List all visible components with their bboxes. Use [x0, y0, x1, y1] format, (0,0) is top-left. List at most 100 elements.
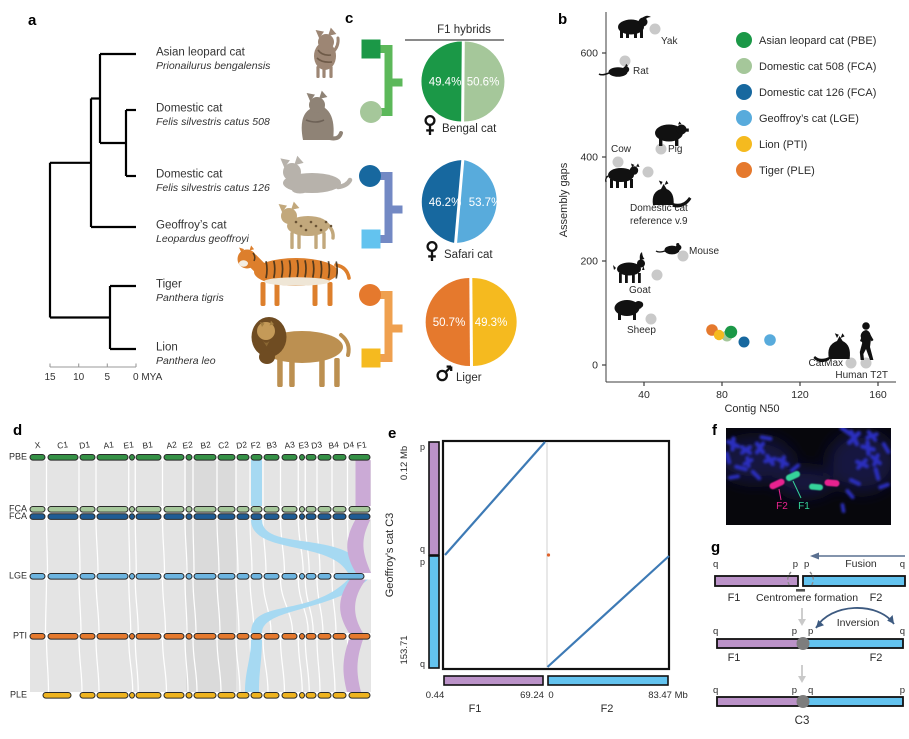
svg-text:F1: F1 [798, 501, 810, 512]
svg-text:Cow: Cow [611, 144, 632, 155]
svg-text:10: 10 [73, 372, 85, 383]
svg-text:Asian leopard cat (PBE): Asian leopard cat (PBE) [759, 35, 876, 47]
svg-text:PBE: PBE [9, 452, 27, 462]
svg-text:D2: D2 [236, 439, 248, 450]
svg-text:Felis silvestris catus 126: Felis silvestris catus 126 [156, 182, 270, 194]
svg-text:F2: F2 [601, 703, 614, 715]
svg-text:F2: F2 [250, 439, 261, 450]
svg-text:a: a [28, 12, 37, 29]
svg-text:Yak: Yak [661, 36, 678, 47]
svg-text:p: p [792, 626, 797, 637]
svg-text:Fusion: Fusion [845, 558, 877, 570]
svg-text:X: X [34, 440, 41, 451]
svg-text:E3: E3 [298, 439, 310, 450]
svg-text:q: q [713, 559, 718, 570]
svg-text:B3: B3 [266, 439, 278, 450]
svg-text:FCA: FCA [9, 504, 27, 514]
svg-text:83.47 Mb: 83.47 Mb [648, 690, 688, 701]
svg-text:A1: A1 [103, 439, 115, 450]
svg-text:49.3%: 49.3% [475, 317, 508, 329]
svg-text:F1 hybrids: F1 hybrids [437, 24, 491, 36]
svg-text:Domestic cat: Domestic cat [156, 169, 223, 181]
svg-text:Domestic cat 508 (FCA): Domestic cat 508 (FCA) [759, 61, 876, 73]
svg-text:C2: C2 [218, 439, 230, 450]
svg-text:p: p [420, 557, 425, 567]
svg-text:53.7%: 53.7% [469, 197, 502, 209]
svg-text:D4: D4 [343, 439, 355, 450]
svg-text:p: p [420, 442, 425, 452]
svg-text:600: 600 [580, 48, 598, 60]
svg-text:p: p [808, 626, 813, 637]
svg-text:F2: F2 [870, 652, 883, 664]
svg-text:C1: C1 [57, 439, 69, 450]
svg-text:Panthera leo: Panthera leo [156, 355, 216, 367]
svg-text:Geoffroy’s cat (LGE): Geoffroy’s cat (LGE) [759, 113, 859, 125]
svg-text:F1: F1 [728, 652, 741, 664]
svg-text:Mouse: Mouse [689, 246, 719, 257]
svg-text:F1: F1 [356, 439, 367, 450]
svg-text:120: 120 [791, 389, 809, 401]
svg-text:Lion: Lion [156, 342, 178, 354]
svg-text:F2: F2 [776, 501, 788, 512]
svg-text:Tiger (PLE): Tiger (PLE) [759, 165, 815, 177]
svg-text:Geoffroy’s cat C3: Geoffroy’s cat C3 [384, 513, 396, 598]
svg-text:Lion (PTI): Lion (PTI) [759, 139, 807, 151]
svg-text:q: q [808, 685, 813, 696]
svg-text:q: q [420, 544, 425, 554]
svg-text:q: q [900, 626, 905, 637]
svg-text:Leopardus geoffroyi: Leopardus geoffroyi [156, 233, 249, 245]
svg-text:g: g [711, 539, 720, 556]
svg-text:C3: C3 [795, 715, 810, 727]
svg-text:Sheep: Sheep [627, 325, 656, 336]
svg-text:Safari cat: Safari cat [444, 249, 493, 261]
svg-text:p: p [804, 559, 809, 570]
svg-text:PLE: PLE [10, 690, 27, 700]
svg-text:p: p [900, 685, 905, 696]
svg-text:200: 200 [580, 256, 598, 268]
svg-text:69.24: 69.24 [520, 690, 544, 701]
svg-text:A3: A3 [284, 439, 296, 450]
svg-text:Asian leopard cat: Asian leopard cat [156, 47, 246, 59]
svg-text:Domestic cat 126 (FCA): Domestic cat 126 (FCA) [759, 87, 876, 99]
svg-text:d: d [13, 422, 22, 439]
svg-text:Prionailurus bengalensis: Prionailurus bengalensis [156, 60, 271, 72]
svg-text:FCA: FCA [9, 511, 27, 521]
svg-text:0.12 Mb: 0.12 Mb [399, 446, 410, 480]
svg-text:5: 5 [105, 372, 111, 383]
svg-text:Pig: Pig [668, 144, 682, 155]
svg-text:c: c [345, 10, 353, 27]
svg-text:40: 40 [638, 389, 650, 401]
svg-text:0 MYA: 0 MYA [133, 372, 163, 383]
svg-text:50.6%: 50.6% [467, 77, 500, 89]
svg-text:q: q [900, 559, 905, 570]
svg-text:B2: B2 [200, 439, 212, 450]
svg-text:Tiger: Tiger [156, 279, 182, 291]
svg-text:B4: B4 [328, 439, 340, 450]
svg-text:Rat: Rat [633, 66, 649, 77]
svg-text:0: 0 [592, 360, 598, 372]
svg-text:e: e [388, 425, 396, 442]
svg-text:Centromere formation: Centromere formation [756, 592, 858, 604]
svg-text:F2: F2 [870, 592, 883, 604]
svg-text:Geoffroy’s cat: Geoffroy’s cat [156, 220, 227, 232]
svg-text:Assembly gaps: Assembly gaps [558, 162, 570, 237]
svg-text:CatMax: CatMax [809, 358, 843, 369]
svg-text:F1: F1 [728, 592, 741, 604]
svg-text:0.44: 0.44 [426, 690, 445, 701]
svg-text:Domestic cat: Domestic cat [630, 203, 688, 214]
svg-text:D3: D3 [311, 439, 323, 450]
svg-text:E2: E2 [182, 439, 194, 450]
svg-text:400: 400 [580, 152, 598, 164]
svg-text:Goat: Goat [629, 285, 651, 296]
svg-text:q: q [713, 685, 718, 696]
svg-text:q: q [420, 659, 425, 669]
svg-text:f: f [712, 422, 718, 439]
svg-text:0: 0 [548, 690, 553, 701]
svg-text:E1: E1 [123, 439, 135, 450]
svg-text:LGE: LGE [9, 571, 27, 581]
svg-text:p: p [793, 559, 798, 570]
svg-text:A2: A2 [166, 439, 178, 450]
svg-text:Human T2T: Human T2T [835, 370, 888, 381]
svg-text:Felis silvestris catus 508: Felis silvestris catus 508 [156, 116, 270, 128]
svg-text:Liger: Liger [456, 372, 482, 384]
